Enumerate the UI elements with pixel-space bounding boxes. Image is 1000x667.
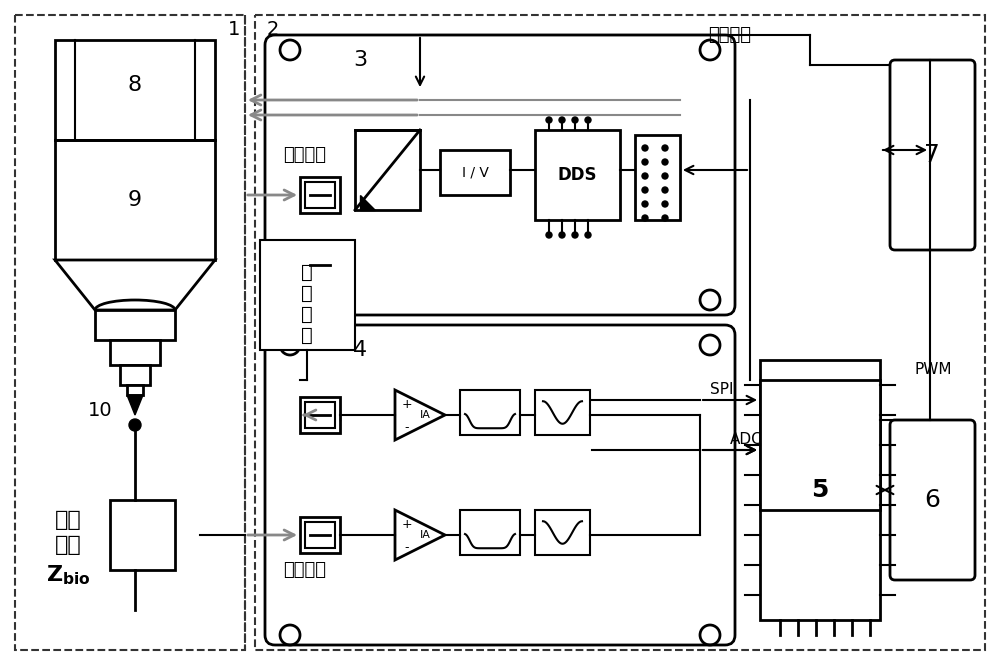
Text: 励: 励 [301,283,313,303]
Text: 3: 3 [353,50,367,70]
Text: 响应信号: 响应信号 [284,561,326,579]
Text: -: - [405,542,409,554]
Text: 1: 1 [228,20,240,39]
Polygon shape [305,182,335,208]
Polygon shape [635,135,680,220]
Circle shape [280,290,300,310]
Circle shape [280,290,300,310]
Polygon shape [460,510,520,555]
Text: 10: 10 [88,400,112,420]
Text: +: + [402,518,412,532]
Polygon shape [55,140,215,260]
Text: IA: IA [420,530,430,540]
Text: $\mathbf{Z_{bio}}$: $\mathbf{Z_{bio}}$ [46,563,90,587]
FancyBboxPatch shape [265,35,735,315]
Polygon shape [360,195,375,210]
Circle shape [700,290,720,310]
Text: -: - [405,422,409,434]
Text: ADC: ADC [730,432,763,448]
Text: 8: 8 [128,75,142,95]
Polygon shape [460,390,520,435]
Polygon shape [760,360,880,620]
Circle shape [280,40,300,60]
Text: DDS: DDS [557,166,597,184]
Polygon shape [760,380,880,510]
Circle shape [700,290,720,310]
Text: 5: 5 [811,478,829,502]
Polygon shape [535,390,590,435]
Circle shape [700,40,720,60]
Polygon shape [300,517,340,553]
Polygon shape [110,340,160,365]
Circle shape [642,145,648,151]
Circle shape [572,232,578,238]
Circle shape [585,117,591,123]
Circle shape [559,232,565,238]
Polygon shape [355,130,420,210]
Text: IA: IA [420,410,430,420]
Circle shape [662,187,668,193]
Circle shape [559,117,565,123]
FancyBboxPatch shape [890,60,975,250]
Text: 转速控制: 转速控制 [708,26,752,44]
Polygon shape [535,130,620,220]
Text: 7: 7 [924,143,940,167]
Polygon shape [300,247,340,283]
Text: SPI: SPI [710,382,734,398]
Text: PWM: PWM [914,362,952,378]
Text: 激励信号: 激励信号 [284,146,326,164]
Polygon shape [110,500,175,570]
Text: 信: 信 [301,305,313,323]
Polygon shape [300,397,340,433]
Polygon shape [305,522,335,548]
Circle shape [662,215,668,221]
Polygon shape [95,310,175,340]
Text: 9: 9 [128,190,142,210]
Text: 开颅: 开颅 [55,510,81,530]
Polygon shape [55,260,215,310]
Text: +: + [402,398,412,412]
Polygon shape [395,390,445,440]
Text: 6: 6 [924,488,940,512]
Polygon shape [300,177,340,213]
Circle shape [572,117,578,123]
Polygon shape [535,510,590,555]
Circle shape [662,173,668,179]
Text: 激: 激 [301,263,313,281]
Text: 号: 号 [301,325,313,344]
Circle shape [642,201,648,207]
FancyBboxPatch shape [890,420,975,580]
Polygon shape [440,150,510,195]
Circle shape [662,159,668,165]
Polygon shape [305,402,335,428]
Text: 对象: 对象 [55,535,81,555]
Polygon shape [127,385,143,395]
Polygon shape [260,240,355,350]
Text: 2: 2 [267,20,279,39]
Circle shape [129,419,141,431]
Circle shape [642,173,648,179]
Polygon shape [305,252,335,278]
Polygon shape [127,395,143,415]
Circle shape [642,215,648,221]
Circle shape [662,145,668,151]
Circle shape [280,40,300,60]
Text: I / V: I / V [462,165,488,179]
Circle shape [662,201,668,207]
Polygon shape [120,365,150,385]
Polygon shape [55,40,215,140]
Text: 4: 4 [353,340,367,360]
Circle shape [585,232,591,238]
Circle shape [546,117,552,123]
FancyBboxPatch shape [265,325,735,645]
Circle shape [700,40,720,60]
Circle shape [642,159,648,165]
Circle shape [546,232,552,238]
Circle shape [642,187,648,193]
Polygon shape [395,510,445,560]
